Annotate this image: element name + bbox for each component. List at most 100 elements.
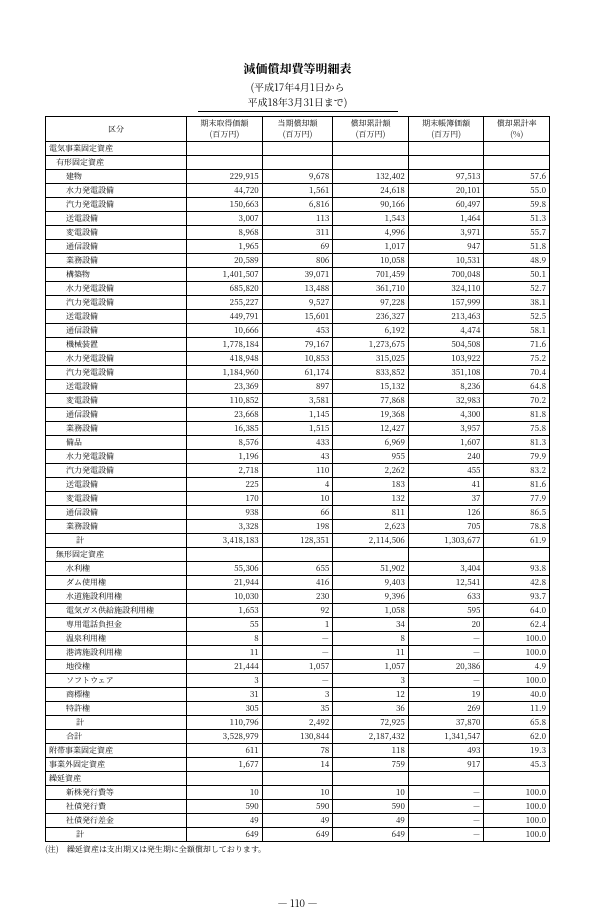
cell: 32,983 xyxy=(408,394,484,408)
cell: 77,868 xyxy=(333,394,409,408)
cell: 1,057 xyxy=(333,660,409,674)
cell: － xyxy=(408,814,484,828)
cell: － xyxy=(262,674,333,688)
table-row: 新株発行費等101010－100.0 xyxy=(46,786,550,800)
cell: 11 xyxy=(187,646,263,660)
table-row: 送電設備22541834181.6 xyxy=(46,478,550,492)
cell: 81.6 xyxy=(484,478,550,492)
table-row: 送電設備449,79115,601236,327213,46352.5 xyxy=(46,310,550,324)
cell xyxy=(262,548,333,562)
cell: 10 xyxy=(333,786,409,800)
cell: 130,844 xyxy=(262,730,333,744)
cell: 3 xyxy=(187,674,263,688)
row-label: 港湾施設利用権 xyxy=(46,646,187,660)
cell: 611 xyxy=(187,744,263,758)
row-label: 送電設備 xyxy=(46,380,187,394)
cell: 61.9 xyxy=(484,534,550,548)
cell: 9,678 xyxy=(262,170,333,184)
row-label: 備品 xyxy=(46,436,187,450)
row-label: 社債発行差金 xyxy=(46,814,187,828)
row-label: 業務設備 xyxy=(46,422,187,436)
cell xyxy=(484,142,550,156)
cell: 1,196 xyxy=(187,450,263,464)
cell: 1,677 xyxy=(187,758,263,772)
table-row: 事業外固定資産1,6771475991745.3 xyxy=(46,758,550,772)
cell: 70.4 xyxy=(484,366,550,380)
cell: 64.8 xyxy=(484,380,550,394)
cell: 198 xyxy=(262,520,333,534)
col-header: 区分 xyxy=(46,117,187,142)
cell: 1,965 xyxy=(187,240,263,254)
cell: 100.0 xyxy=(484,674,550,688)
cell: 4.9 xyxy=(484,660,550,674)
row-label: 新株発行費等 xyxy=(46,786,187,800)
cell: 19 xyxy=(408,688,484,702)
depreciation-table: 区分期末取得価額(百万円)当期償却額(百万円)償却累計額(百万円)期末帳簿価額(… xyxy=(45,116,550,842)
cell xyxy=(484,156,550,170)
cell: 590 xyxy=(187,800,263,814)
cell: 8,236 xyxy=(408,380,484,394)
cell: 493 xyxy=(408,744,484,758)
table-row: 地役権21,4441,0571,05720,3864.9 xyxy=(46,660,550,674)
cell: 3,328 xyxy=(187,520,263,534)
table-row: 通信設備9386681112686.5 xyxy=(46,506,550,520)
cell: 1,145 xyxy=(262,408,333,422)
row-label: 送電設備 xyxy=(46,310,187,324)
cell: 649 xyxy=(187,828,263,842)
cell: － xyxy=(408,828,484,842)
table-row: 通信設備10,6664536,1924,47458.1 xyxy=(46,324,550,338)
cell: 36 xyxy=(333,702,409,716)
cell: 230 xyxy=(262,590,333,604)
row-label: 建物 xyxy=(46,170,187,184)
table-row: ダム使用権21,9444169,40312,54142.8 xyxy=(46,576,550,590)
table-row: 汽力発電設備2,7181102,26245583.2 xyxy=(46,464,550,478)
row-label: 事業外固定資産 xyxy=(46,758,187,772)
row-label: 電気事業固定資産 xyxy=(46,142,187,156)
cell: 93.7 xyxy=(484,590,550,604)
cell: 24,618 xyxy=(333,184,409,198)
cell: 1,515 xyxy=(262,422,333,436)
row-label: ダム使用権 xyxy=(46,576,187,590)
cell: 917 xyxy=(408,758,484,772)
cell: 20,101 xyxy=(408,184,484,198)
cell: 351,108 xyxy=(408,366,484,380)
cell: 685,820 xyxy=(187,282,263,296)
cell xyxy=(333,548,409,562)
cell: 41 xyxy=(408,478,484,492)
cell: 37,870 xyxy=(408,716,484,730)
cell: 12 xyxy=(333,688,409,702)
cell: 40.0 xyxy=(484,688,550,702)
table-row: 電気事業固定資産 xyxy=(46,142,550,156)
row-label: 汽力発電設備 xyxy=(46,198,187,212)
cell: 595 xyxy=(408,604,484,618)
cell: 947 xyxy=(408,240,484,254)
cell: 9,403 xyxy=(333,576,409,590)
cell: 34 xyxy=(333,618,409,632)
table-row: 業務設備3,3281982,62370578.8 xyxy=(46,520,550,534)
table-row: 附帯事業固定資産6117811849319.3 xyxy=(46,744,550,758)
cell: 51.8 xyxy=(484,240,550,254)
row-label: 汽力発電設備 xyxy=(46,464,187,478)
table-row: 無形固定資産 xyxy=(46,548,550,562)
cell: 83.2 xyxy=(484,464,550,478)
cell: 20,589 xyxy=(187,254,263,268)
row-label: 水利権 xyxy=(46,562,187,576)
cell: 55.0 xyxy=(484,184,550,198)
cell: 10,666 xyxy=(187,324,263,338)
row-label: 商標権 xyxy=(46,688,187,702)
cell xyxy=(187,142,263,156)
cell: 72,925 xyxy=(333,716,409,730)
cell xyxy=(262,156,333,170)
cell: 229,915 xyxy=(187,170,263,184)
table-row: 送電設備23,36989715,1328,23664.8 xyxy=(46,380,550,394)
cell: 70.2 xyxy=(484,394,550,408)
row-label: 特許権 xyxy=(46,702,187,716)
table-row: 水道施設利用権10,0302309,39663393.7 xyxy=(46,590,550,604)
cell: 49 xyxy=(187,814,263,828)
cell: 132,402 xyxy=(333,170,409,184)
cell: 15,601 xyxy=(262,310,333,324)
row-label: 附帯事業固定資産 xyxy=(46,744,187,758)
cell: 65.8 xyxy=(484,716,550,730)
cell: 10 xyxy=(187,786,263,800)
table-row: 変電設備8,9683114,9963,97155.7 xyxy=(46,226,550,240)
